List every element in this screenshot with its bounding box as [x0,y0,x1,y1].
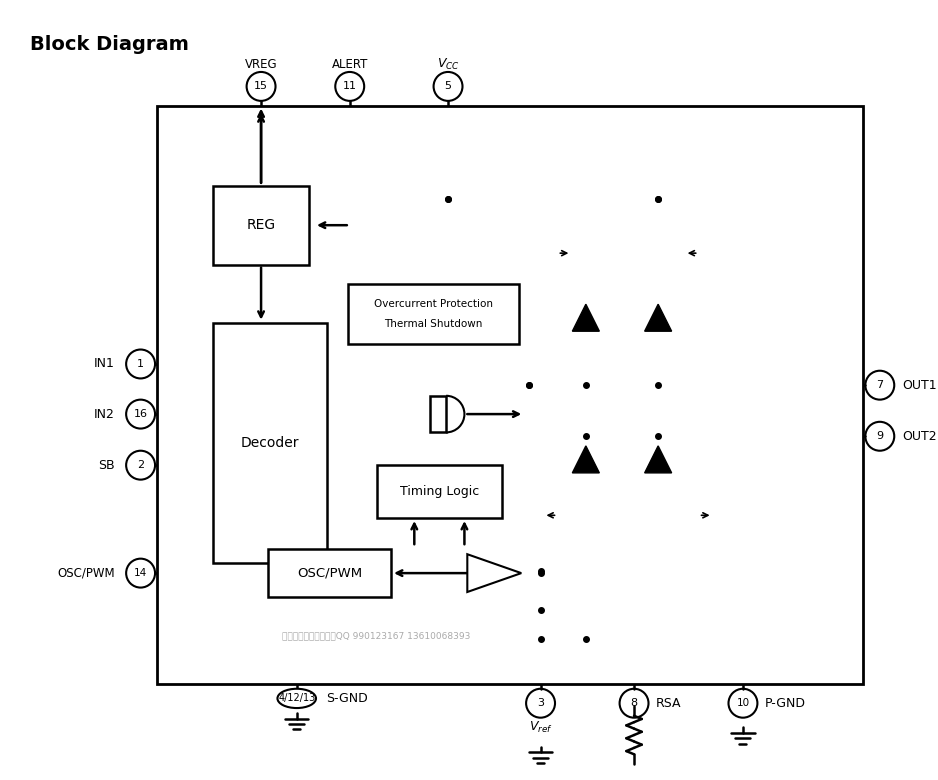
Text: 16: 16 [133,409,147,419]
Text: 10: 10 [736,698,749,708]
Ellipse shape [278,689,316,708]
Text: 7: 7 [876,380,884,390]
Polygon shape [644,446,672,473]
Text: Decoder: Decoder [240,436,299,450]
Text: 11: 11 [342,81,356,91]
Text: 1: 1 [137,359,144,369]
Polygon shape [572,446,599,473]
Text: Timing Logic: Timing Logic [400,485,479,498]
Bar [377,465,502,518]
Bar [348,284,520,344]
Text: 3: 3 [537,698,544,708]
Polygon shape [572,304,599,331]
Text: $V_{ref}$: $V_{ref}$ [529,720,552,735]
Text: REG: REG [247,218,276,232]
Text: IN1: IN1 [94,357,114,370]
Text: 5: 5 [445,81,451,91]
Text: IN2: IN2 [94,408,114,420]
Bar [213,186,310,264]
Text: RSA: RSA [657,697,682,710]
Text: $V_{CC}$: $V_{CC}$ [437,57,460,72]
Text: 15: 15 [254,81,268,91]
Text: Thermal Shutdown: Thermal Shutdown [385,318,483,328]
Text: 14: 14 [134,568,147,578]
Text: P-GND: P-GND [765,697,806,710]
Text: VREG: VREG [245,58,278,71]
Text: OUT1: OUT1 [902,378,937,392]
Text: 2: 2 [137,460,144,470]
Bar [213,323,326,563]
Text: ALERT: ALERT [331,58,368,71]
Text: OSC/PWM: OSC/PWM [297,566,362,580]
Text: Overcurrent Protection: Overcurrent Protection [374,300,493,309]
Bar [268,549,391,597]
Text: S-GND: S-GND [325,692,368,705]
Bar [430,395,446,432]
Text: Block Diagram: Block Diagram [30,35,189,55]
Polygon shape [644,304,672,331]
Text: 9: 9 [876,431,884,441]
Text: 东芝代理，大量现货：QQ 990123167 13610068393: 东芝代理，大量现货：QQ 990123167 13610068393 [282,631,471,640]
Bar [157,105,863,684]
Polygon shape [467,555,522,592]
Text: OSC/PWM: OSC/PWM [57,566,114,580]
Text: 8: 8 [630,698,638,708]
Text: OUT2: OUT2 [902,430,937,443]
Text: 4/12/13: 4/12/13 [278,693,315,704]
Text: SB: SB [98,459,114,472]
